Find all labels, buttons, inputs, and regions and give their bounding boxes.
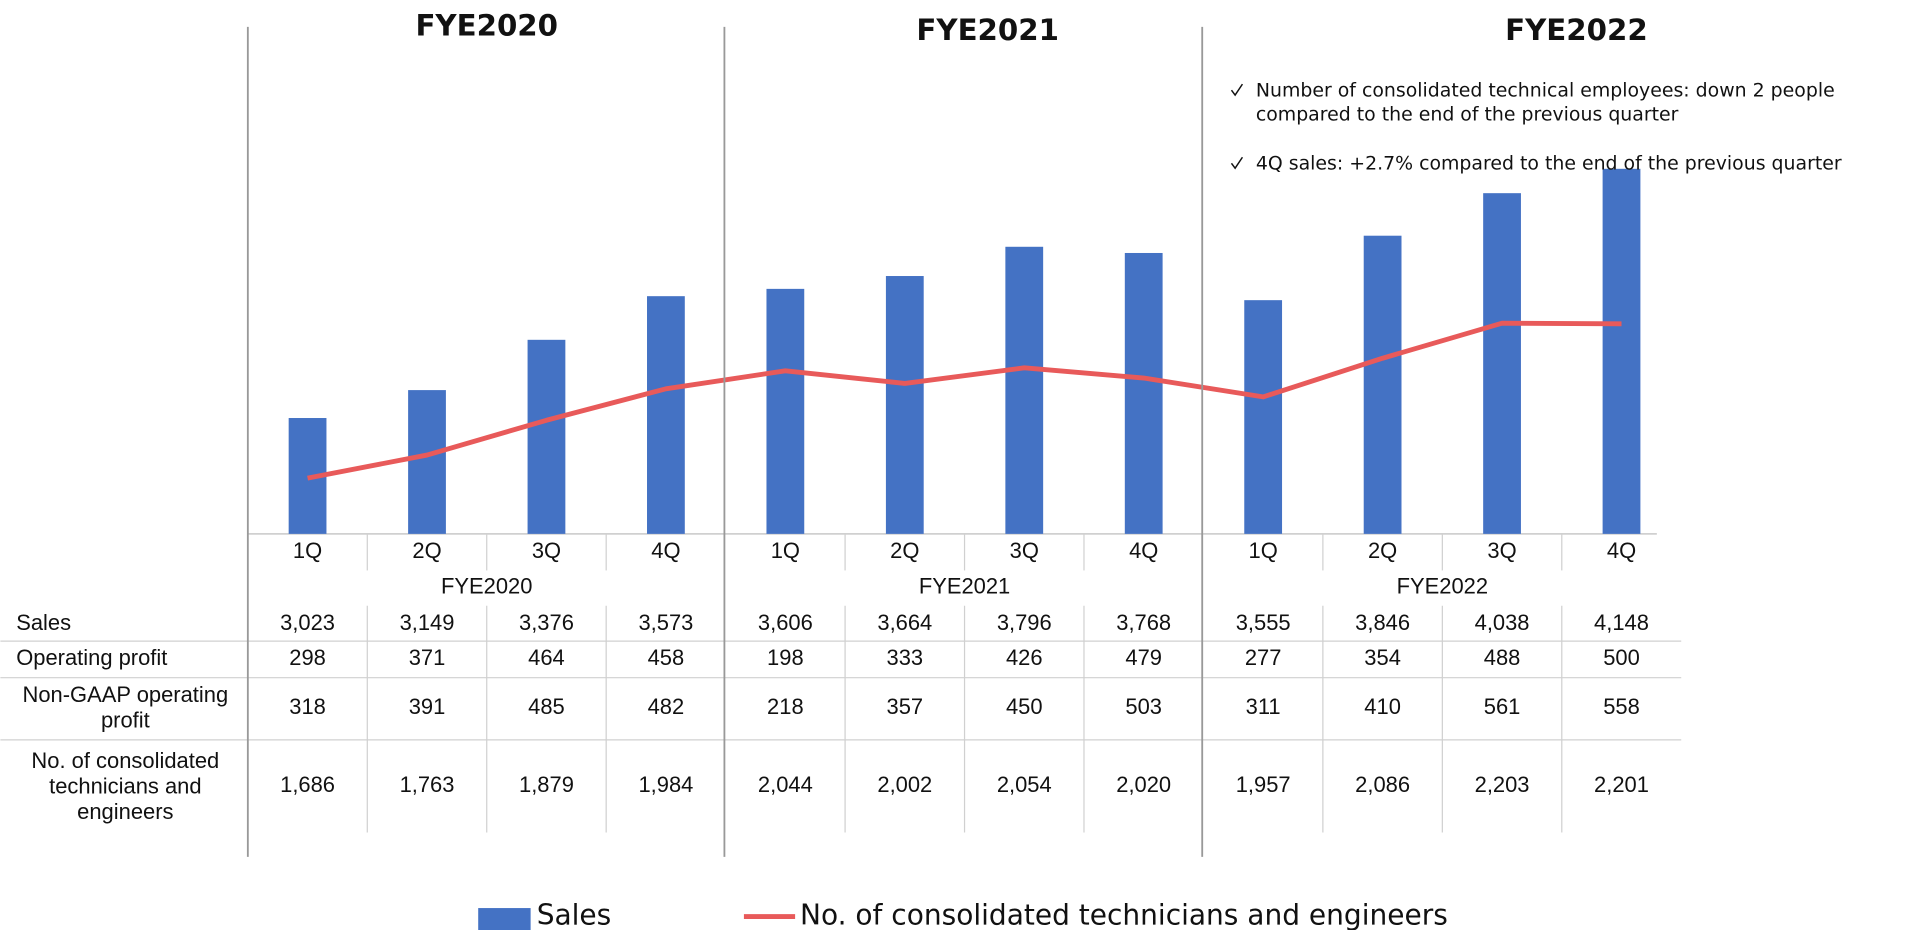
- table-value: 3,796: [997, 610, 1052, 635]
- table-value: 561: [1484, 694, 1521, 719]
- table-value: 4,038: [1475, 610, 1530, 635]
- check-icon: [1230, 83, 1244, 97]
- x-tick-label: 1Q: [293, 538, 322, 563]
- table-value: 2,044: [758, 772, 813, 797]
- row-label: Non-GAAP operating profit: [22, 682, 229, 733]
- table-value: 277: [1245, 645, 1282, 670]
- legend-label: Sales: [537, 899, 612, 930]
- row-label: Operating profit: [16, 645, 167, 670]
- bar: [766, 288, 805, 534]
- table-value: 354: [1364, 645, 1401, 670]
- bar: [1363, 235, 1402, 534]
- table-value: 2,203: [1475, 772, 1530, 797]
- table-value: 357: [887, 694, 924, 719]
- table-value: 311: [1246, 694, 1281, 719]
- x-tick-label: 2Q: [412, 538, 441, 563]
- row-label-box: No. of consolidated technicians and engi…: [31, 747, 220, 824]
- row-label: Sales: [16, 610, 71, 635]
- table-value: 3,664: [877, 610, 932, 635]
- table-value: 1,984: [638, 772, 693, 797]
- x-tick-label: 2Q: [890, 538, 919, 563]
- x-tick-label: 4Q: [1607, 538, 1636, 563]
- x-tick-label: 2Q: [1368, 538, 1397, 563]
- table-value: 2,002: [877, 772, 932, 797]
- table-value: 298: [289, 645, 326, 670]
- check-icon: [1230, 156, 1244, 170]
- group-heading: FYE2021: [916, 13, 1059, 47]
- table-value: 485: [528, 694, 565, 719]
- table-value: 2,201: [1594, 772, 1649, 797]
- table-value: 3,149: [400, 610, 455, 635]
- table-value: 558: [1603, 694, 1640, 719]
- group-heading: FYE2020: [415, 8, 558, 42]
- table-value: 500: [1603, 645, 1640, 670]
- table-value: 426: [1006, 645, 1043, 670]
- table-value: 3,768: [1116, 610, 1171, 635]
- x-tick-label: 1Q: [1249, 538, 1278, 563]
- line: [307, 320, 1622, 481]
- group-label: FYE2020: [441, 573, 532, 598]
- x-tick-label: 3Q: [1487, 538, 1516, 563]
- bar: [527, 339, 566, 534]
- table-value: 1,763: [400, 772, 455, 797]
- bar: [647, 296, 685, 534]
- table-value: 3,555: [1236, 610, 1291, 635]
- x-tick-label: 1Q: [771, 538, 800, 563]
- table-value: 503: [1125, 694, 1162, 719]
- bar: [1005, 246, 1044, 534]
- table-value: 450: [1006, 694, 1043, 719]
- table-value: 198: [767, 645, 804, 670]
- table-value: 2,054: [997, 772, 1052, 797]
- bar: [1602, 168, 1641, 534]
- x-tick-label: 4Q: [651, 538, 680, 563]
- check-icons: [1230, 83, 1244, 170]
- table-value: 488: [1484, 645, 1521, 670]
- table-value: 458: [648, 645, 685, 670]
- x-tick-label: 3Q: [532, 538, 561, 563]
- table-value: 2,086: [1355, 772, 1410, 797]
- group-heading: FYE2022: [1505, 13, 1648, 47]
- legend-label: No. of consolidated technicians and engi…: [800, 899, 1448, 930]
- x-tick-label: 3Q: [1010, 538, 1039, 563]
- table-value: 3,846: [1355, 610, 1410, 635]
- table-value: 218: [767, 694, 804, 719]
- table-value: 3,376: [519, 610, 574, 635]
- table-value: 1,957: [1236, 772, 1291, 797]
- x-tick-label: 4Q: [1129, 538, 1158, 563]
- bar: [1124, 252, 1163, 534]
- bar: [1483, 193, 1521, 534]
- bar: [1244, 300, 1283, 534]
- legend-swatch: [478, 908, 531, 930]
- annotation-box: Number of consolidated technical employe…: [1255, 79, 1835, 126]
- table-value: 333: [887, 645, 924, 670]
- row-label-box: Non-GAAP operating profit: [22, 682, 229, 733]
- table-value: 464: [528, 645, 565, 670]
- table-value: 482: [648, 694, 685, 719]
- row-label: No. of consolidated technicians and engi…: [31, 747, 220, 824]
- group-label: FYE2022: [1397, 573, 1488, 598]
- group-label: FYE2021: [919, 573, 1010, 598]
- table-value: 410: [1364, 694, 1401, 719]
- table-value: 1,879: [519, 772, 574, 797]
- table-value: 3,573: [638, 610, 693, 635]
- table-value: 2,020: [1116, 772, 1171, 797]
- table-value: 4,148: [1594, 610, 1649, 635]
- annotation: Number of consolidated technical employe…: [1255, 79, 1835, 126]
- bar: [885, 276, 924, 534]
- annotation: 4Q sales: +2.7% compared to the end of t…: [1255, 152, 1842, 175]
- bar: [408, 390, 446, 534]
- annotation-box: 4Q sales: +2.7% compared to the end of t…: [1255, 152, 1842, 175]
- table-value: 371: [409, 645, 446, 670]
- table-value: 391: [409, 694, 446, 719]
- table-value: 3,023: [280, 610, 335, 635]
- table-value: 3,606: [758, 610, 813, 635]
- table-value: 479: [1125, 645, 1162, 670]
- table-value: 1,686: [280, 772, 335, 797]
- table-value: 318: [289, 694, 326, 719]
